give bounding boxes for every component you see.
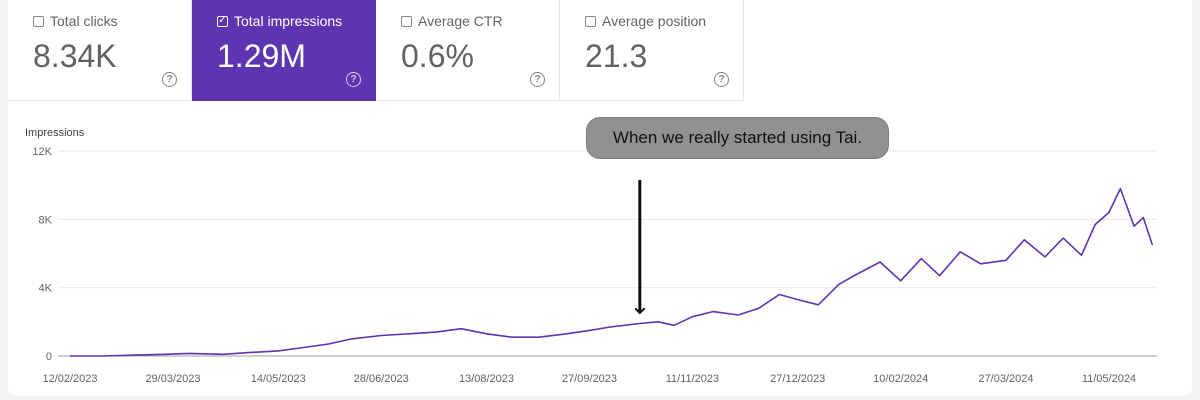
metric-card-average-ctr[interactable]: Average CTR 0.6% ? xyxy=(376,0,560,101)
y-tick-label: 8K xyxy=(39,214,53,226)
x-tick-label: 13/08/2023 xyxy=(459,373,514,385)
help-icon[interactable]: ? xyxy=(346,72,361,87)
help-icon[interactable]: ? xyxy=(162,72,177,87)
metric-value: 21.3 xyxy=(585,38,648,74)
help-icon[interactable]: ? xyxy=(530,72,545,87)
checkbox-icon[interactable] xyxy=(401,15,412,27)
x-tick-label: 10/02/2024 xyxy=(873,373,928,385)
checkbox-icon[interactable] xyxy=(585,15,596,27)
y-tick-label: 0 xyxy=(46,351,52,363)
x-tick-label: 27/03/2024 xyxy=(978,373,1033,385)
metric-value: 1.29M xyxy=(217,38,306,74)
x-tick-label: 12/02/2023 xyxy=(42,373,97,385)
metric-value: 0.6% xyxy=(401,38,474,74)
x-tick-label: 14/05/2023 xyxy=(251,373,306,385)
annotation-callout: When we really started using Tai. xyxy=(586,117,889,159)
metric-label: Total impressions xyxy=(234,13,343,29)
x-tick-label: 27/09/2023 xyxy=(562,373,617,385)
metric-label: Average position xyxy=(602,13,707,29)
metric-cards: Total clicks 8.34K ? ✓ Total impressions… xyxy=(8,0,744,101)
x-tick-label: 29/03/2023 xyxy=(145,373,200,385)
help-icon[interactable]: ? xyxy=(714,72,729,87)
metric-card-total-clicks[interactable]: Total clicks 8.34K ? xyxy=(8,0,192,101)
x-tick-label: 27/12/2023 xyxy=(770,373,825,385)
x-tick-label: 11/05/2024 xyxy=(1082,373,1136,385)
y-tick-label: 4K xyxy=(39,283,53,295)
metric-value: 8.34K xyxy=(33,38,117,74)
checkbox-checked-icon[interactable]: ✓ xyxy=(217,15,228,27)
x-tick-label: 28/06/2023 xyxy=(354,373,409,385)
metric-label: Average CTR xyxy=(418,13,503,29)
y-axis-label: Impressions xyxy=(25,127,85,139)
y-tick-label: 12K xyxy=(32,146,52,158)
metric-label: Total clicks xyxy=(50,13,118,29)
x-tick-label: 11/11/2023 xyxy=(666,373,719,385)
impressions-line xyxy=(70,187,1154,357)
metric-card-average-position[interactable]: Average position 21.3 ? xyxy=(560,0,744,101)
metric-card-total-impressions[interactable]: ✓ Total impressions 1.29M ? xyxy=(192,0,376,101)
checkbox-icon[interactable] xyxy=(33,15,44,27)
